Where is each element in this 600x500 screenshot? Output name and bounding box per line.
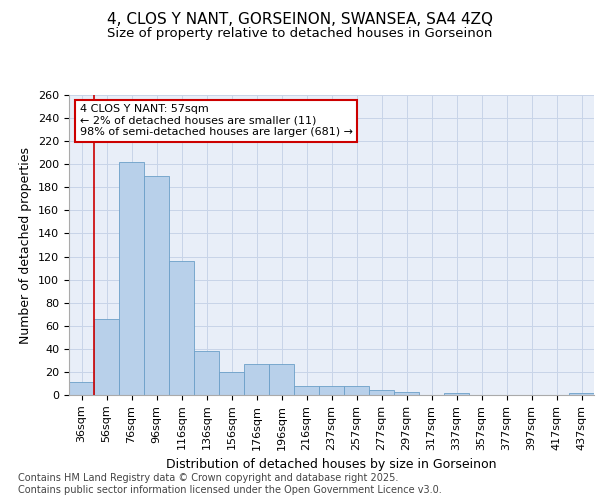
Bar <box>369 390 394 395</box>
Bar <box>394 392 419 395</box>
Text: Size of property relative to detached houses in Gorseinon: Size of property relative to detached ho… <box>107 28 493 40</box>
Text: 4 CLOS Y NANT: 57sqm
← 2% of detached houses are smaller (11)
98% of semi-detach: 4 CLOS Y NANT: 57sqm ← 2% of detached ho… <box>79 104 353 137</box>
Bar <box>294 386 319 395</box>
Bar <box>344 386 369 395</box>
Bar <box>169 261 194 395</box>
Bar <box>119 162 144 395</box>
Text: Contains HM Land Registry data © Crown copyright and database right 2025.
Contai: Contains HM Land Registry data © Crown c… <box>18 474 442 495</box>
Bar <box>144 176 169 395</box>
Bar <box>219 372 244 395</box>
Text: 4, CLOS Y NANT, GORSEINON, SWANSEA, SA4 4ZQ: 4, CLOS Y NANT, GORSEINON, SWANSEA, SA4 … <box>107 12 493 28</box>
Y-axis label: Number of detached properties: Number of detached properties <box>19 146 32 344</box>
Bar <box>69 382 94 395</box>
Bar <box>244 364 269 395</box>
X-axis label: Distribution of detached houses by size in Gorseinon: Distribution of detached houses by size … <box>166 458 497 471</box>
Bar <box>444 392 469 395</box>
Bar <box>94 319 119 395</box>
Bar <box>194 351 219 395</box>
Bar <box>269 364 294 395</box>
Bar <box>569 392 594 395</box>
Bar <box>319 386 344 395</box>
